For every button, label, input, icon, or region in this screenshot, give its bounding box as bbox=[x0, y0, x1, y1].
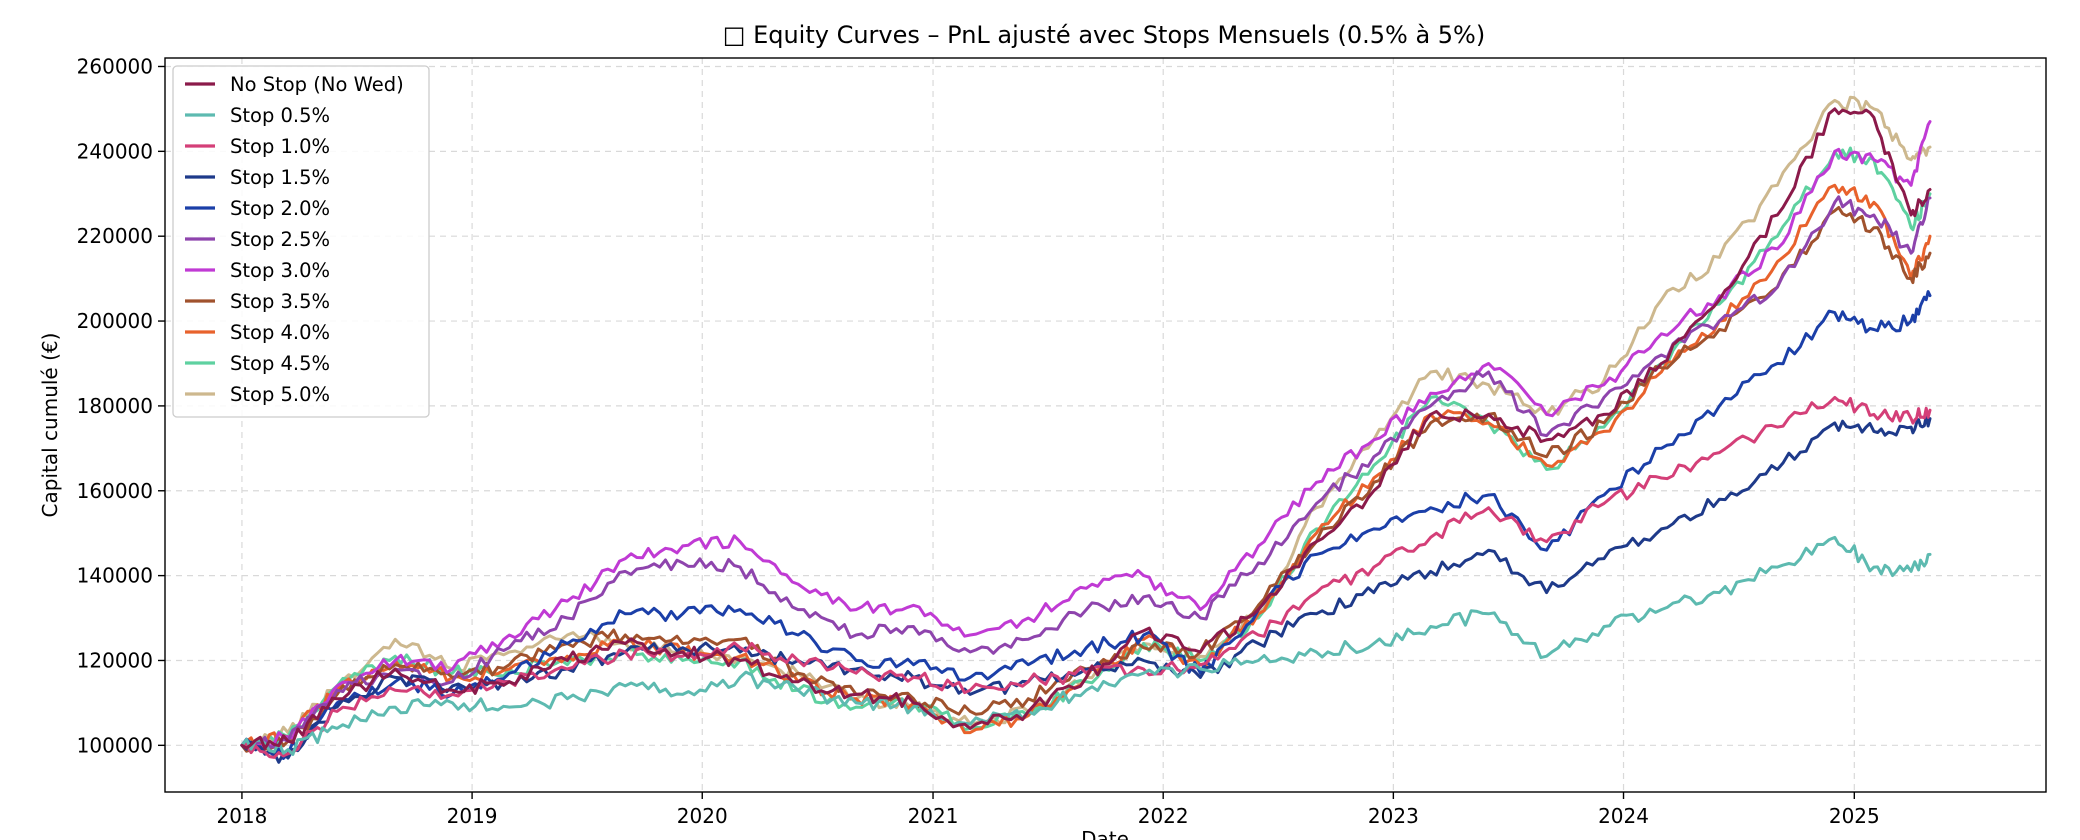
legend-label: Stop 2.5% bbox=[230, 228, 330, 251]
series-line-9 bbox=[240, 146, 1932, 748]
legend-label: Stop 5.0% bbox=[230, 383, 330, 406]
series-line-0 bbox=[240, 107, 1932, 750]
y-tick-label: 120000 bbox=[77, 648, 153, 672]
y-tick-label: 200000 bbox=[77, 309, 153, 333]
x-tick-label: 2018 bbox=[216, 804, 267, 828]
legend-label: Stop 0.5% bbox=[230, 104, 330, 127]
x-tick-label: 2020 bbox=[677, 804, 728, 828]
grid-lines bbox=[165, 58, 2046, 792]
legend-box bbox=[172, 65, 430, 418]
series-line-7 bbox=[240, 206, 1932, 753]
x-tick-label: 2021 bbox=[908, 804, 959, 828]
legend-label: Stop 3.5% bbox=[230, 290, 330, 313]
legend-label: Stop 2.0% bbox=[230, 197, 330, 220]
y-tick-label: 260000 bbox=[77, 54, 153, 78]
axis-ticks: 100000 120000 140000 160000 180000 200000 2200… bbox=[77, 54, 1880, 828]
y-tick-label: 140000 bbox=[77, 564, 153, 588]
y-tick-label: 220000 bbox=[77, 224, 153, 248]
legend-label: Stop 3.0% bbox=[230, 259, 330, 282]
series-line-5 bbox=[240, 195, 1932, 749]
series-line-1 bbox=[240, 535, 1932, 756]
x-axis-title: Date bbox=[1081, 827, 1129, 840]
chart-title: □ Equity Curves – PnL ajusté avec Stops … bbox=[723, 21, 1485, 49]
legend-label: Stop 4.5% bbox=[230, 352, 330, 375]
legend-label: Stop 1.5% bbox=[230, 166, 330, 189]
series-lines bbox=[240, 95, 1932, 764]
x-tick-label: 2025 bbox=[1829, 804, 1880, 828]
y-tick-label: 180000 bbox=[77, 394, 153, 418]
legend-label: No Stop (No Wed) bbox=[230, 73, 404, 96]
plot-frame bbox=[164, 57, 2047, 793]
y-tick-label: 240000 bbox=[77, 139, 153, 163]
legend-label: Stop 4.0% bbox=[230, 321, 330, 344]
series-line-6 bbox=[240, 120, 1932, 750]
series-line-4 bbox=[240, 290, 1932, 760]
y-axis-title: Capital cumulé (€) bbox=[38, 333, 62, 518]
x-tick-label: 2022 bbox=[1138, 804, 1189, 828]
legend-label: Stop 1.0% bbox=[230, 135, 330, 158]
y-tick-label: 160000 bbox=[77, 479, 153, 503]
y-tick-label: 100000 bbox=[77, 733, 153, 757]
series-line-2 bbox=[240, 395, 1932, 759]
x-tick-label: 2024 bbox=[1598, 804, 1649, 828]
x-tick-label: 2019 bbox=[447, 804, 498, 828]
legend: No Stop (No Wed) Stop 0.5% Stop 1.0% Stop 1… bbox=[172, 65, 430, 418]
x-tick-label: 2023 bbox=[1368, 804, 1419, 828]
